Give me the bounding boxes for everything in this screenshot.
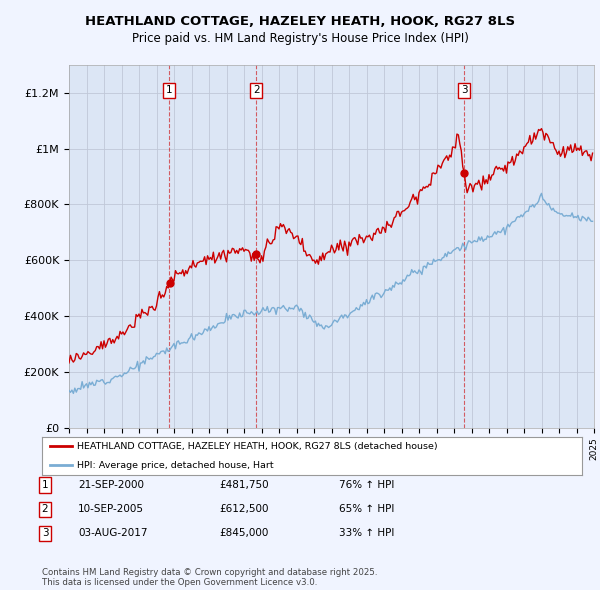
Text: Price paid vs. HM Land Registry's House Price Index (HPI): Price paid vs. HM Land Registry's House … — [131, 32, 469, 45]
Text: 03-AUG-2017: 03-AUG-2017 — [78, 529, 148, 538]
Text: 1: 1 — [41, 480, 49, 490]
Text: Contains HM Land Registry data © Crown copyright and database right 2025.
This d: Contains HM Land Registry data © Crown c… — [42, 568, 377, 587]
Text: HEATHLAND COTTAGE, HAZELEY HEATH, HOOK, RG27 8LS: HEATHLAND COTTAGE, HAZELEY HEATH, HOOK, … — [85, 15, 515, 28]
Text: 2: 2 — [41, 504, 49, 514]
Text: 65% ↑ HPI: 65% ↑ HPI — [339, 504, 394, 514]
Text: 76% ↑ HPI: 76% ↑ HPI — [339, 480, 394, 490]
Text: 33% ↑ HPI: 33% ↑ HPI — [339, 529, 394, 538]
Text: £481,750: £481,750 — [219, 480, 269, 490]
Text: 21-SEP-2000: 21-SEP-2000 — [78, 480, 144, 490]
Text: 2: 2 — [253, 86, 259, 96]
Text: 1: 1 — [166, 86, 172, 96]
Text: 3: 3 — [41, 529, 49, 538]
Text: £612,500: £612,500 — [219, 504, 269, 514]
Text: £845,000: £845,000 — [219, 529, 268, 538]
Text: HPI: Average price, detached house, Hart: HPI: Average price, detached house, Hart — [77, 461, 274, 470]
Text: 3: 3 — [461, 86, 467, 96]
Text: 10-SEP-2005: 10-SEP-2005 — [78, 504, 144, 514]
Text: HEATHLAND COTTAGE, HAZELEY HEATH, HOOK, RG27 8LS (detached house): HEATHLAND COTTAGE, HAZELEY HEATH, HOOK, … — [77, 442, 438, 451]
